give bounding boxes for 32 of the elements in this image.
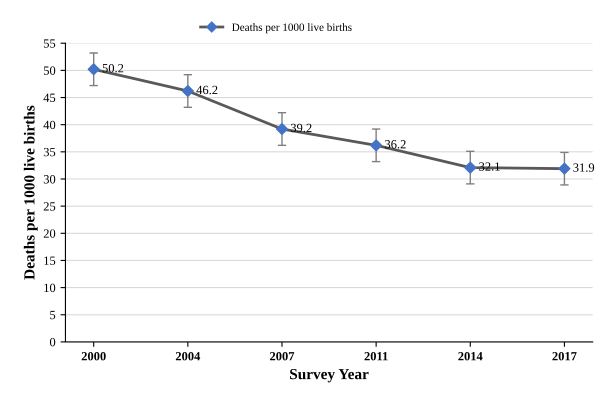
x-axis-title: Survey Year bbox=[290, 368, 369, 382]
y-tick-label: 55 bbox=[44, 39, 56, 48]
y-tick-label: 45 bbox=[43, 94, 56, 102]
y-tick-label: 40 bbox=[43, 120, 56, 130]
point bbox=[182, 84, 194, 98]
data-label: 39.2 bbox=[290, 124, 312, 132]
y-tick-label: 5 bbox=[50, 310, 56, 320]
y-tick-label: 50 bbox=[44, 66, 56, 75]
y-tick-label: 35 bbox=[44, 148, 56, 156]
y-tick-label: 15 bbox=[44, 256, 56, 265]
legend-label: Deaths per 1000 live births bbox=[232, 23, 352, 34]
x-tick-label: 2000 bbox=[82, 352, 106, 360]
y-tick-label: 20 bbox=[44, 229, 56, 238]
x-tick-label: 2004 bbox=[176, 352, 200, 360]
data-label: 36.2 bbox=[385, 140, 406, 149]
point bbox=[88, 63, 100, 76]
point bbox=[276, 122, 288, 136]
data-label: 46.2 bbox=[196, 86, 218, 94]
point bbox=[464, 162, 476, 174]
y-axis-title: Deaths per 1000 live births bbox=[24, 106, 38, 280]
y-tick-label: 10 bbox=[44, 284, 56, 292]
data-label: 50.2 bbox=[102, 64, 124, 72]
y-tick-label: 0 bbox=[50, 338, 56, 346]
x-tick-label: 2014 bbox=[458, 352, 483, 360]
data-label: 31.9 bbox=[573, 163, 594, 172]
y-tick-label: 25 bbox=[44, 202, 56, 211]
y-tick-label: 30 bbox=[44, 175, 56, 184]
x-tick-label: 2011 bbox=[364, 352, 388, 360]
point bbox=[370, 139, 382, 152]
x-tick-label: 2017 bbox=[552, 352, 577, 360]
point bbox=[558, 162, 570, 175]
x-tick-label: 2007 bbox=[270, 352, 294, 360]
